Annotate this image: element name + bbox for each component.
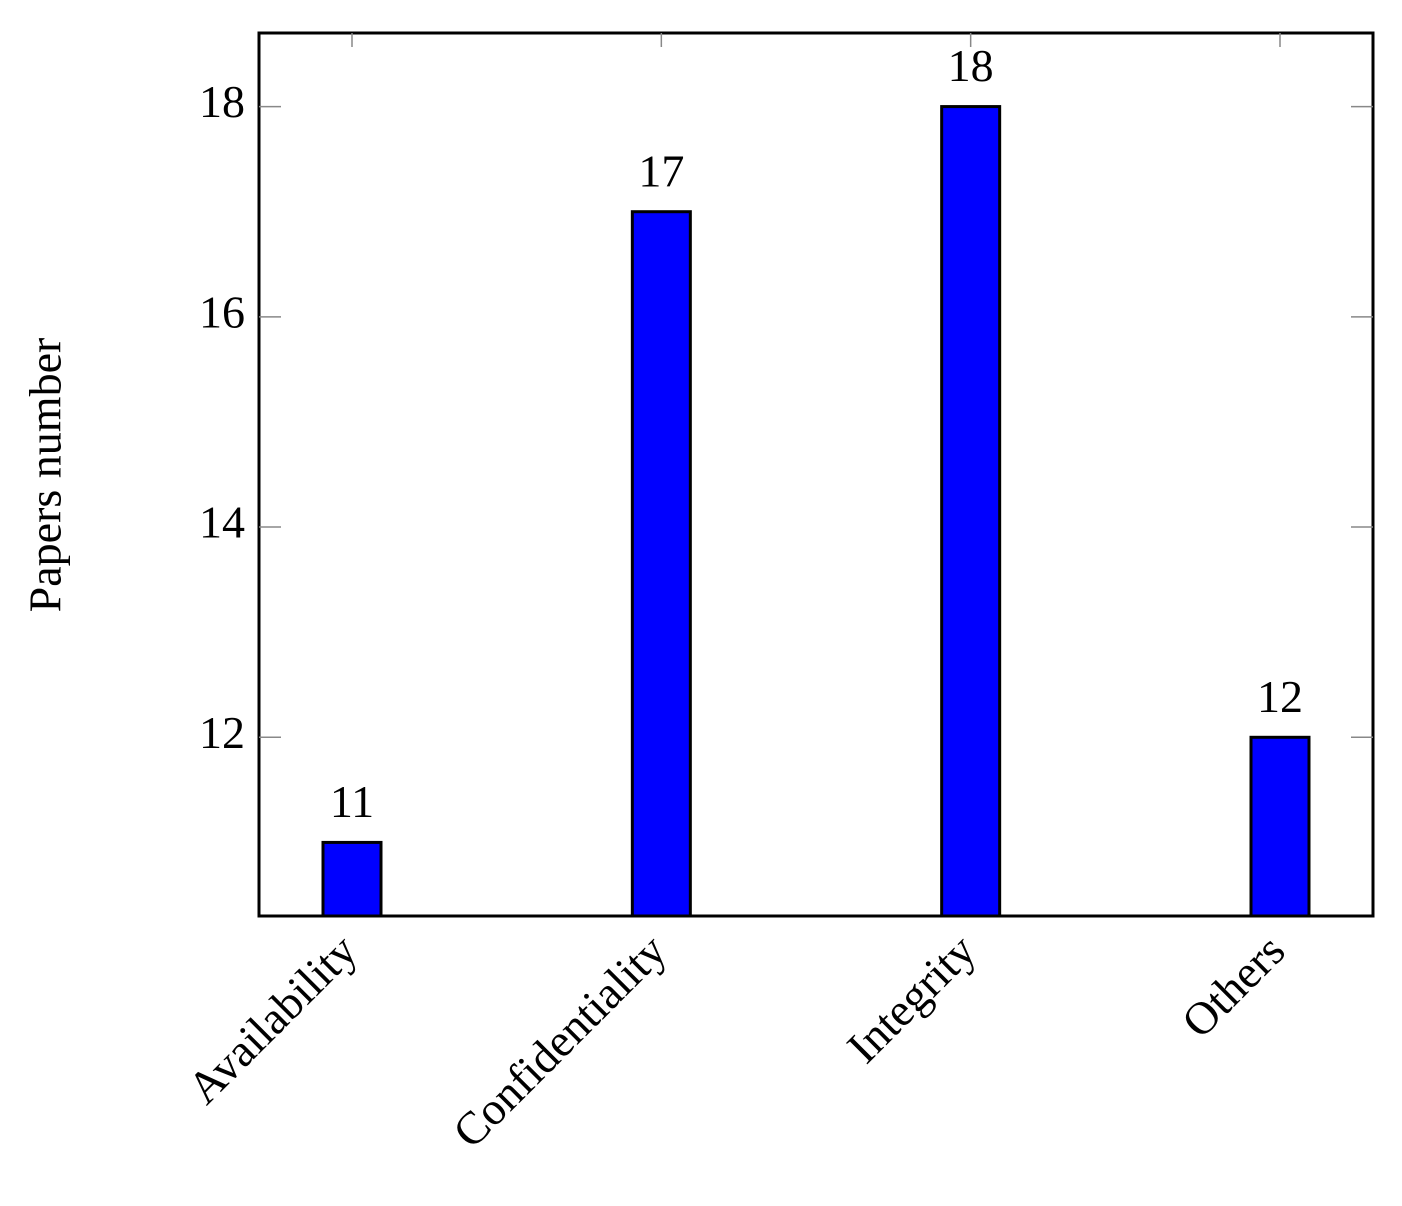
value-label: 11 (330, 776, 374, 827)
x-tick-label: Confidentiality (443, 924, 676, 1157)
y-tick-label: 12 (199, 707, 245, 758)
value-label: 18 (948, 40, 994, 91)
bar (630, 210, 692, 918)
value-label: 12 (1257, 671, 1303, 722)
x-tick-label: Availability (178, 924, 367, 1113)
value-label: 17 (638, 145, 684, 196)
x-tick-label: Integrity (837, 924, 985, 1072)
y-tick-label: 16 (199, 286, 245, 337)
plot-frame (257, 31, 1375, 918)
x-tick-label: Others (1172, 924, 1295, 1047)
bar (1249, 735, 1311, 918)
bar (321, 840, 383, 918)
y-tick-label: 18 (199, 76, 245, 127)
y-axis-label: Papers number (20, 338, 71, 613)
y-tick-label: 14 (199, 497, 245, 548)
bar (940, 105, 1002, 918)
